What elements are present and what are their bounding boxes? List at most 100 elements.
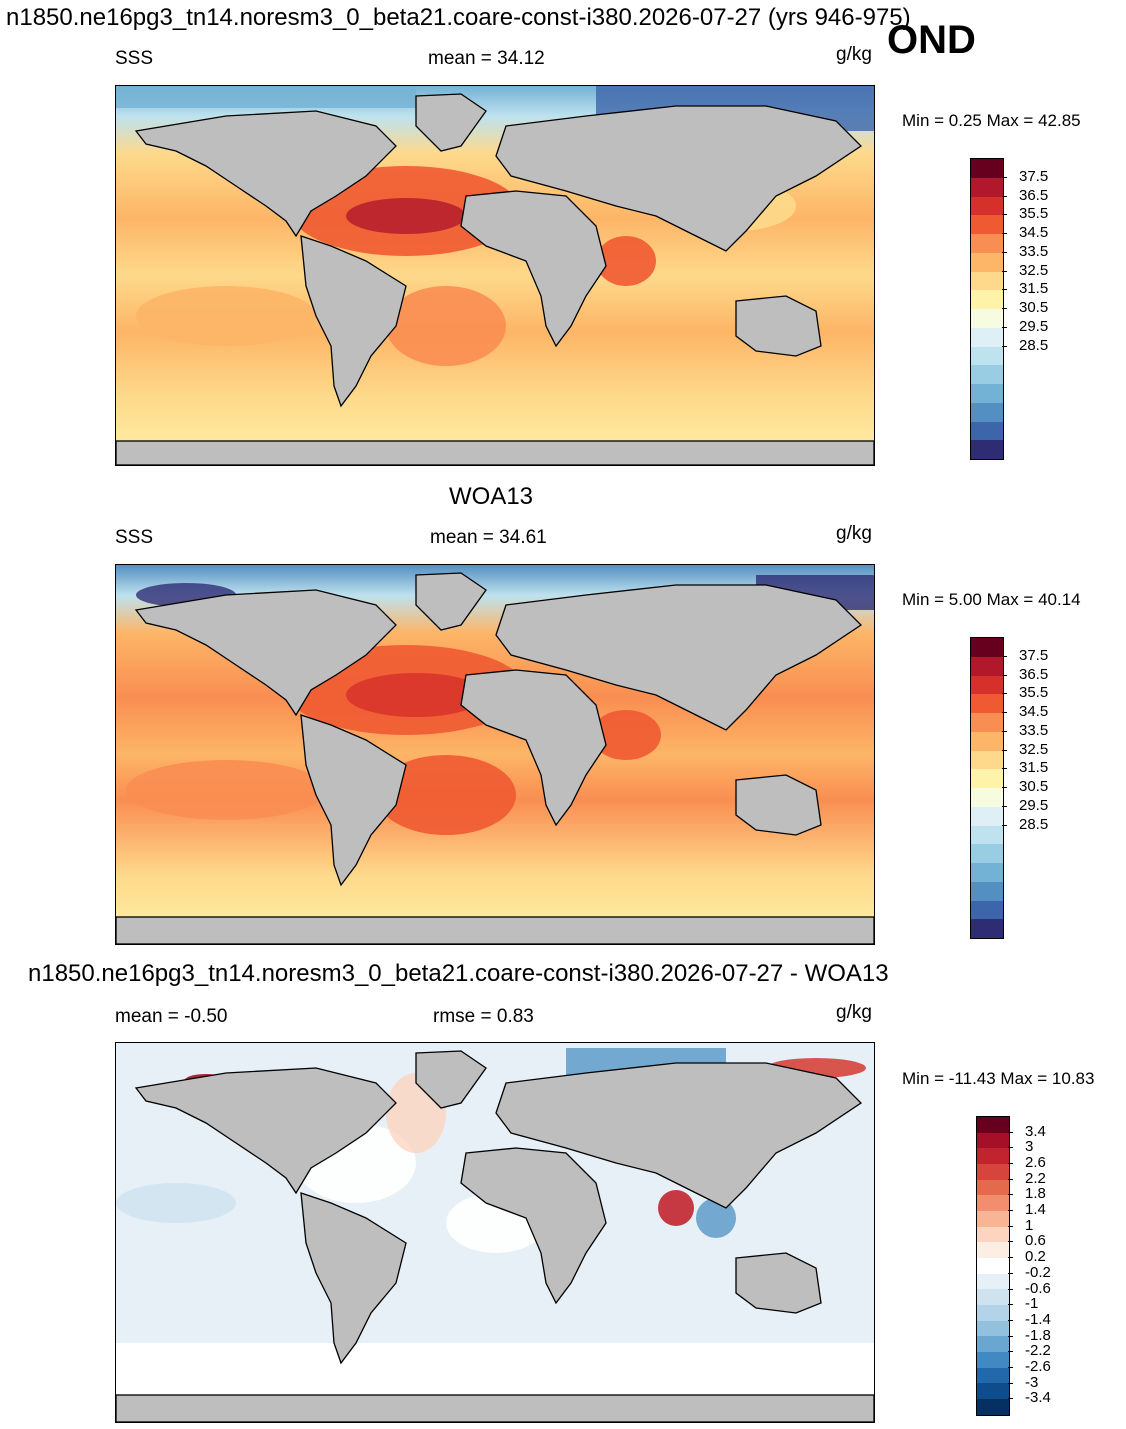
colorbar-swatch — [977, 1132, 1009, 1149]
panel2-variable-label: SSS — [115, 527, 154, 548]
colorbar-tickmark — [1002, 270, 1007, 272]
colorbar-swatch — [971, 196, 1003, 216]
colorbar-tick-label: 36.5 — [1019, 665, 1049, 683]
colorbar-tick-label: 33.5 — [1019, 242, 1049, 260]
colorbar-tick-label: -1.8 — [1025, 1326, 1051, 1344]
colorbar-tick-label: -1 — [1025, 1295, 1039, 1313]
colorbar-tick-label: 2.6 — [1025, 1154, 1046, 1172]
colorbar-tick-label: 36.5 — [1019, 186, 1049, 204]
colorbar-tickmark — [1002, 251, 1007, 253]
colorbar-swatch — [971, 440, 1003, 459]
colorbar-tick-label: 33.5 — [1019, 721, 1049, 739]
colorbar-swatch — [977, 1226, 1009, 1243]
colorbar-tick-label: -0.2 — [1025, 1263, 1051, 1281]
panel2-units-label: g/kg — [836, 523, 872, 544]
colorbar-tick-label: 3.4 — [1025, 1122, 1046, 1140]
panel1-colorbar: 37.5 36.5 35.5 34.5 33.5 32.5 31.5 30.5 29.5 28.5 — [970, 158, 1048, 460]
colorbar-tickmark — [1008, 1382, 1013, 1384]
colorbar-tick-label: 28.5 — [1019, 815, 1049, 833]
colorbar-swatch — [977, 1289, 1009, 1306]
colorbar-tick-label: 1.4 — [1025, 1201, 1046, 1219]
colorbar-tickmark — [1008, 1335, 1013, 1337]
colorbar-tickmark — [1002, 805, 1007, 807]
colorbar-tick-label: -1.4 — [1025, 1310, 1051, 1328]
colorbar-swatch — [971, 919, 1003, 938]
colorbar-swatch — [971, 900, 1003, 920]
colorbar-tickmark — [1008, 1178, 1013, 1180]
colorbar-tick-label: 29.5 — [1019, 796, 1049, 814]
colorbar-swatch — [971, 750, 1003, 770]
colorbar-tickmark — [1002, 693, 1007, 695]
colorbar-swatch — [971, 309, 1003, 328]
diff-map-graphic — [116, 1043, 874, 1422]
colorbar-tickmark — [1008, 1398, 1013, 1400]
panel3-units-label: g/kg — [836, 1002, 872, 1023]
colorbar-tickmark — [1002, 308, 1007, 309]
panel2-title: WOA13 — [449, 483, 534, 510]
colorbar-swatch — [971, 159, 1003, 178]
colorbar-swatch — [971, 863, 1003, 882]
colorbar-swatch — [977, 1179, 1009, 1196]
colorbar-tick-label: 0.6 — [1025, 1232, 1046, 1250]
colorbar-tickmark — [1008, 1257, 1013, 1259]
colorbar-tick-label: 1 — [1025, 1216, 1034, 1234]
colorbar-tickmark — [1002, 749, 1007, 751]
colorbar-swatch — [971, 252, 1003, 272]
model-map-graphic — [116, 86, 874, 465]
colorbar-tick-label: 37.5 — [1019, 646, 1049, 664]
colorbar-boxes — [970, 158, 1004, 460]
colorbar-tick-label: 30.5 — [1019, 299, 1049, 316]
colorbar-swatch — [977, 1336, 1009, 1353]
colorbar-tickmark — [1002, 768, 1007, 770]
panel3-mean-label: mean = -0.50 — [115, 1006, 228, 1027]
colorbar-swatch — [977, 1148, 1009, 1165]
colorbar-tickmark — [1002, 195, 1007, 197]
colorbar-tick-label: 1.8 — [1025, 1185, 1046, 1203]
colorbar-swatch — [971, 806, 1003, 826]
colorbar-swatch — [971, 215, 1003, 234]
panel1-units-label: g/kg — [836, 44, 872, 65]
colorbar-tickmark — [1008, 1163, 1013, 1165]
colorbar-tickmark — [1002, 674, 1007, 676]
colorbar-swatch — [971, 327, 1003, 347]
colorbar-swatch — [977, 1305, 1009, 1321]
colorbar-tickmark — [1002, 289, 1007, 291]
colorbar-swatch — [977, 1383, 1009, 1400]
colorbar-tick-label: 34.5 — [1019, 224, 1049, 241]
colorbar-tick-label: -2.6 — [1025, 1357, 1051, 1375]
colorbar-tick-label: 34.5 — [1019, 703, 1049, 720]
colorbar-swatch — [971, 638, 1003, 657]
panel3-min-max: Min = -11.43 Max = 10.83 — [902, 1069, 1095, 1088]
panel2-colorbar: 37.5 36.5 35.5 34.5 33.5 32.5 31.5 30.5 29.5 28.5 — [970, 637, 1048, 939]
colorbar-tickmark — [1002, 326, 1007, 328]
colorbar-tick-label: -3 — [1025, 1373, 1039, 1391]
colorbar-tick-label: 35.5 — [1019, 205, 1049, 223]
colorbar-tickmark — [1008, 1194, 1013, 1196]
colorbar-swatch — [971, 769, 1003, 788]
panel2-mean-label: mean = 34.61 — [430, 527, 547, 548]
season-label: OND — [887, 18, 976, 62]
colorbar-tickmark — [1002, 233, 1007, 234]
colorbar-tickmark — [1008, 1288, 1013, 1290]
colorbar-swatch — [971, 271, 1003, 291]
colorbar-boxes — [976, 1116, 1010, 1416]
colorbar-tick-label: 31.5 — [1019, 759, 1049, 777]
colorbar-swatch — [977, 1164, 1009, 1180]
colorbar-tick-label: -3.4 — [1025, 1389, 1051, 1407]
colorbar-swatch — [971, 694, 1003, 713]
colorbar-tickmark — [1002, 655, 1007, 657]
colorbar-tick-label: 29.5 — [1019, 317, 1049, 335]
panel1-mean-label: mean = 34.12 — [428, 48, 545, 69]
colorbar-tick-label: 35.5 — [1019, 684, 1049, 702]
colorbar-tickmark — [1002, 787, 1007, 788]
colorbar-swatch — [977, 1195, 1009, 1212]
colorbar-tick-label: 32.5 — [1019, 261, 1049, 279]
colorbar-tickmark — [1002, 824, 1007, 826]
colorbar-swatch — [971, 384, 1003, 403]
colorbar-tickmark — [1008, 1272, 1013, 1274]
colorbar-swatch — [971, 844, 1003, 863]
colorbar-swatch — [971, 290, 1003, 309]
colorbar-tickmark — [1008, 1351, 1013, 1353]
colorbar-tick-label: 31.5 — [1019, 280, 1049, 298]
colorbar-tickmark — [1008, 1241, 1013, 1243]
